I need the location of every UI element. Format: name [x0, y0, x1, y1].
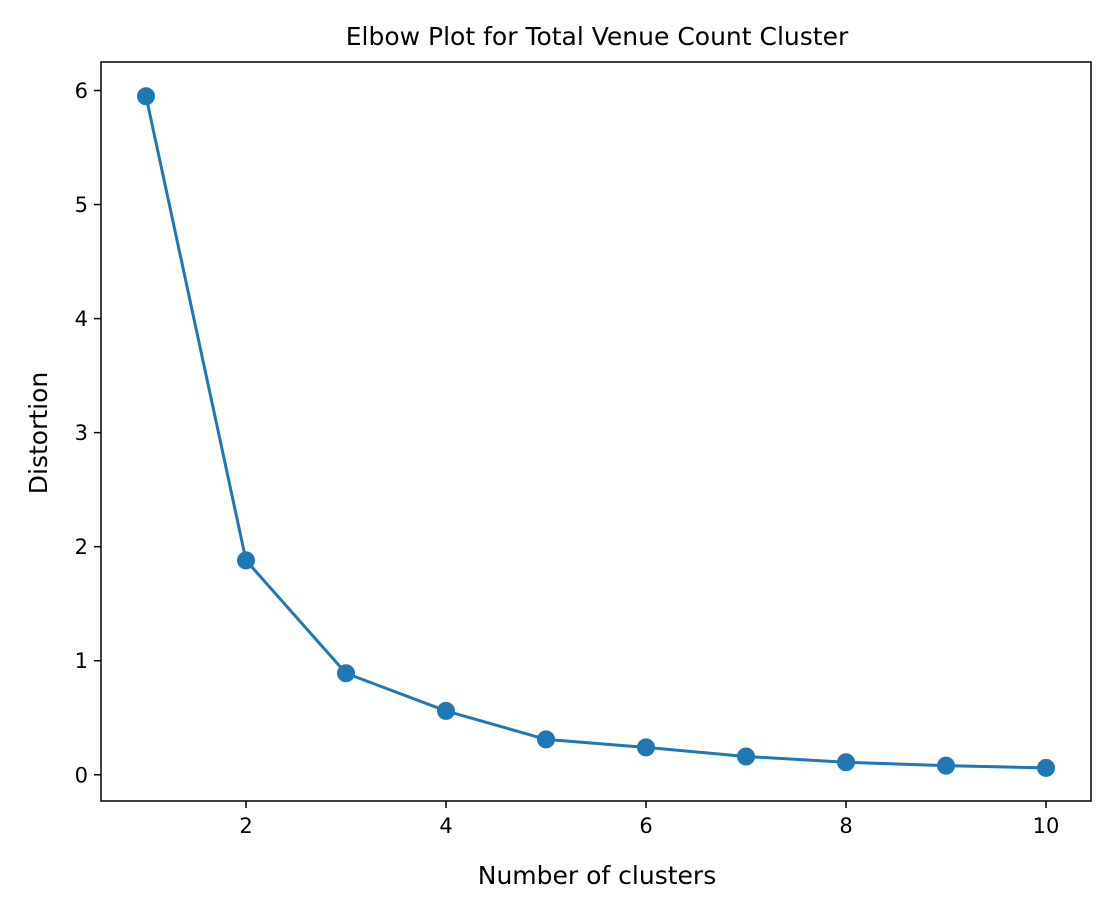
y-tick-label: 5 [75, 193, 88, 217]
data-point [637, 738, 655, 757]
x-tick-label: 10 [1033, 814, 1060, 838]
data-point [737, 747, 755, 766]
data-point [237, 551, 255, 570]
y-tick-label: 3 [75, 421, 88, 445]
data-point [1037, 758, 1055, 777]
data-point [837, 753, 855, 772]
data-point [537, 730, 555, 749]
data-point [437, 701, 455, 720]
y-tick-label: 4 [75, 307, 88, 331]
x-tick-label: 6 [639, 814, 652, 838]
data-point [337, 664, 355, 683]
x-axis-label: Number of clusters [478, 861, 716, 890]
x-tick-label: 4 [439, 814, 452, 838]
chart-title: Elbow Plot for Total Venue Count Cluster [346, 22, 849, 51]
plot-frame [100, 61, 1092, 802]
y-tick-label: 2 [75, 535, 88, 559]
y-tick-label: 0 [75, 763, 88, 787]
series-line [144, 95, 1047, 770]
y-tick-label: 1 [75, 649, 88, 673]
data-point [937, 756, 955, 775]
y-tick-label: 6 [75, 79, 88, 103]
x-tick-label: 8 [839, 814, 852, 838]
y-axis-label: Distortion [24, 372, 53, 495]
data-point [137, 87, 155, 106]
plot-area: 2 4 6 8 10 0 1 2 3 4 5 6 [75, 61, 1092, 838]
x-tick-label: 2 [239, 814, 252, 838]
